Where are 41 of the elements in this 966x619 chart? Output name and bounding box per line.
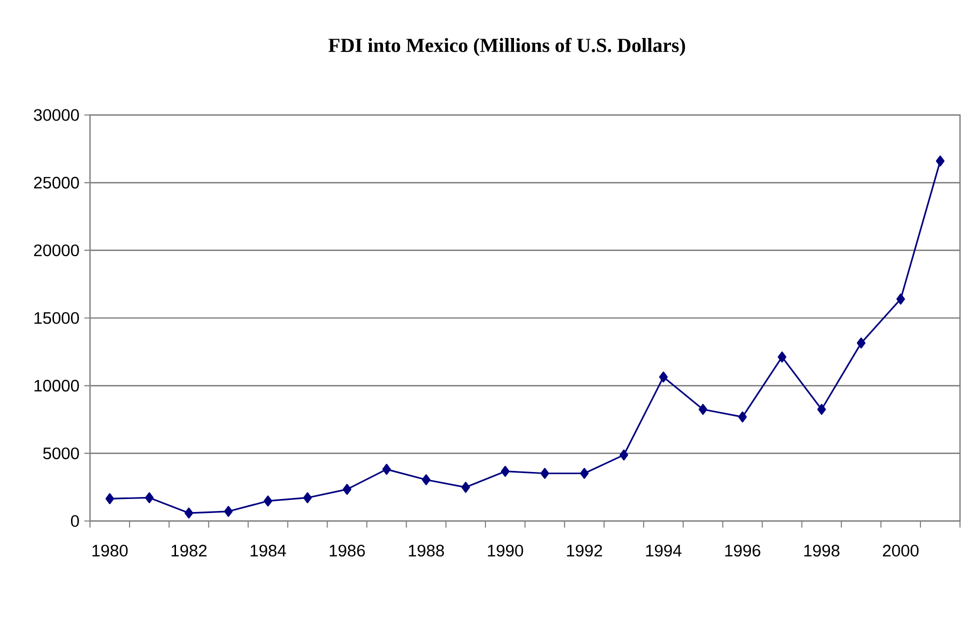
x-tick-label: 2000 bbox=[882, 544, 919, 557]
point bbox=[896, 294, 905, 305]
point bbox=[659, 372, 668, 382]
x-tick-label: 1988 bbox=[408, 544, 444, 557]
chart-title: FDI into Mexico (Millions of U.S. Dollars) bbox=[328, 38, 686, 56]
point bbox=[145, 492, 154, 504]
y-tick-label: 0 bbox=[70, 515, 79, 527]
y-tick-label: 30000 bbox=[34, 109, 79, 121]
x-tick-label: 1994 bbox=[646, 544, 682, 557]
point bbox=[264, 496, 272, 506]
y-tick-label: 5000 bbox=[43, 447, 79, 460]
point bbox=[461, 482, 470, 493]
point bbox=[184, 508, 194, 518]
point bbox=[580, 468, 589, 479]
y-tick-label: 15000 bbox=[34, 312, 79, 324]
x-tick-label: 1992 bbox=[567, 544, 602, 557]
y-tick-label: 20000 bbox=[34, 244, 79, 256]
point bbox=[342, 484, 352, 495]
x-tick-label: 1990 bbox=[488, 544, 524, 557]
x-tick-label: 1984 bbox=[250, 544, 286, 557]
point bbox=[382, 464, 391, 475]
point bbox=[500, 466, 510, 477]
x-tick-label: 1986 bbox=[330, 544, 365, 557]
point bbox=[738, 411, 747, 422]
point bbox=[698, 404, 708, 415]
point bbox=[856, 338, 866, 348]
point bbox=[224, 506, 233, 517]
point bbox=[105, 493, 114, 504]
x-tick-label: 1980 bbox=[92, 544, 128, 557]
point bbox=[778, 352, 786, 362]
point bbox=[422, 474, 430, 486]
point bbox=[303, 492, 312, 504]
point bbox=[817, 404, 826, 415]
x-tick-label: 1996 bbox=[725, 544, 760, 557]
point bbox=[620, 449, 628, 460]
x-tick-label: 1982 bbox=[172, 544, 207, 557]
point bbox=[540, 468, 550, 479]
y-tick-label: 10000 bbox=[34, 380, 79, 392]
point bbox=[936, 156, 945, 166]
x-tick-label: 1998 bbox=[804, 544, 840, 557]
y-tick-label: 25000 bbox=[34, 176, 79, 189]
